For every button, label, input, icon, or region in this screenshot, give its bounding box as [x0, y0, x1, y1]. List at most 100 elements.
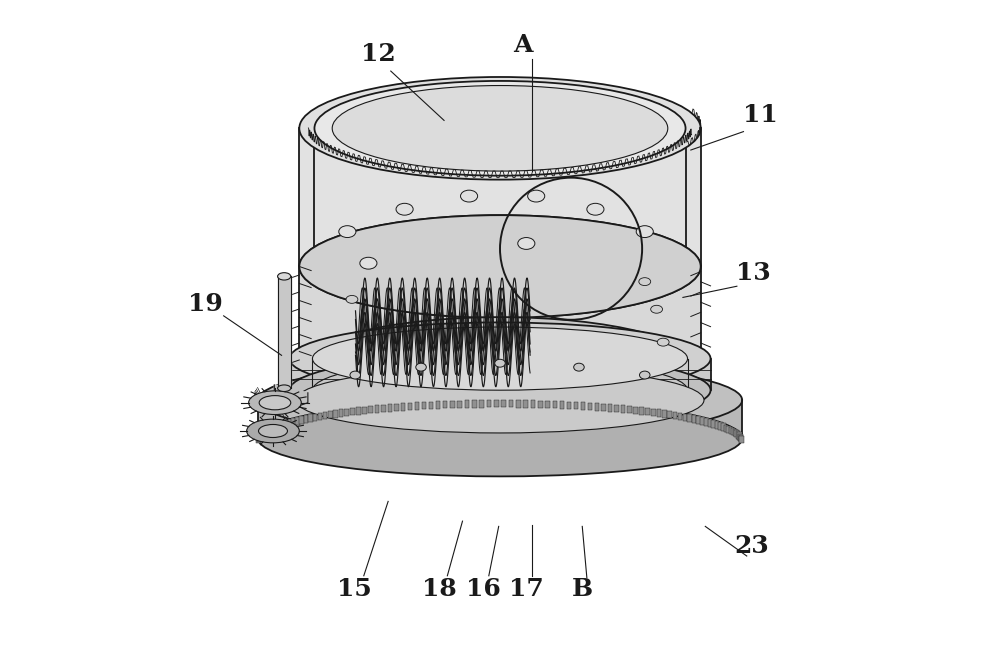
Ellipse shape [258, 400, 742, 476]
Polygon shape [368, 406, 373, 413]
Ellipse shape [278, 385, 291, 392]
Text: 17: 17 [509, 577, 544, 601]
Polygon shape [318, 413, 322, 420]
Polygon shape [333, 410, 338, 418]
Polygon shape [344, 409, 349, 416]
Polygon shape [704, 418, 709, 426]
Polygon shape [479, 400, 484, 407]
Polygon shape [700, 417, 705, 424]
Polygon shape [274, 385, 308, 415]
Ellipse shape [299, 317, 701, 420]
Polygon shape [639, 407, 644, 415]
Ellipse shape [299, 215, 701, 318]
Polygon shape [362, 407, 367, 414]
Polygon shape [415, 403, 419, 410]
Polygon shape [711, 420, 716, 428]
Text: 15: 15 [337, 577, 371, 601]
Polygon shape [608, 404, 612, 412]
Polygon shape [501, 400, 506, 407]
Polygon shape [553, 401, 557, 409]
Ellipse shape [296, 367, 704, 433]
Polygon shape [718, 422, 723, 430]
Polygon shape [304, 415, 308, 422]
Text: 11: 11 [743, 103, 777, 127]
Polygon shape [284, 420, 289, 428]
Polygon shape [633, 407, 638, 414]
Ellipse shape [289, 354, 711, 426]
Polygon shape [715, 421, 719, 429]
Polygon shape [356, 407, 361, 415]
Polygon shape [721, 424, 726, 431]
Polygon shape [601, 404, 606, 411]
Text: 19: 19 [188, 292, 223, 316]
Ellipse shape [346, 295, 358, 303]
Ellipse shape [495, 359, 505, 367]
Polygon shape [388, 404, 392, 412]
Polygon shape [683, 414, 687, 421]
Ellipse shape [518, 238, 535, 249]
Ellipse shape [339, 226, 356, 238]
Ellipse shape [312, 327, 688, 390]
Polygon shape [323, 412, 327, 419]
Polygon shape [394, 404, 399, 411]
Ellipse shape [350, 371, 361, 379]
Polygon shape [313, 414, 317, 421]
Polygon shape [263, 429, 267, 436]
Ellipse shape [278, 272, 291, 280]
Polygon shape [281, 421, 285, 429]
Ellipse shape [528, 190, 545, 202]
Polygon shape [457, 401, 462, 408]
Text: 23: 23 [734, 534, 769, 558]
Ellipse shape [639, 278, 651, 286]
Polygon shape [657, 409, 661, 417]
Ellipse shape [651, 305, 663, 313]
Polygon shape [257, 434, 262, 441]
Polygon shape [274, 424, 279, 431]
Polygon shape [595, 403, 599, 411]
Text: 16: 16 [466, 577, 501, 601]
Polygon shape [295, 417, 300, 424]
Polygon shape [299, 417, 304, 424]
Polygon shape [531, 401, 535, 408]
Polygon shape [692, 415, 696, 422]
Polygon shape [258, 432, 263, 440]
Polygon shape [260, 431, 264, 439]
Text: B: B [572, 577, 593, 601]
Ellipse shape [416, 363, 426, 371]
Polygon shape [429, 401, 433, 409]
Polygon shape [509, 400, 513, 407]
Polygon shape [375, 405, 379, 413]
Polygon shape [738, 434, 743, 441]
Ellipse shape [259, 424, 287, 438]
Polygon shape [731, 428, 735, 435]
Polygon shape [673, 412, 677, 419]
Ellipse shape [299, 215, 701, 318]
Polygon shape [560, 401, 564, 409]
Polygon shape [687, 415, 692, 422]
Text: 13: 13 [736, 261, 771, 285]
Polygon shape [288, 419, 292, 426]
Polygon shape [621, 405, 625, 413]
Polygon shape [272, 424, 276, 432]
Polygon shape [450, 401, 455, 408]
Polygon shape [574, 402, 578, 409]
Polygon shape [472, 400, 477, 408]
Ellipse shape [312, 359, 688, 422]
Polygon shape [257, 435, 261, 442]
Polygon shape [678, 413, 682, 420]
Polygon shape [733, 429, 737, 436]
Polygon shape [523, 400, 528, 408]
Ellipse shape [396, 203, 413, 215]
Ellipse shape [314, 219, 686, 314]
Polygon shape [516, 400, 521, 407]
Polygon shape [651, 409, 656, 416]
Polygon shape [267, 426, 271, 434]
FancyBboxPatch shape [289, 359, 711, 390]
Polygon shape [726, 426, 731, 433]
FancyBboxPatch shape [299, 128, 701, 266]
Ellipse shape [259, 395, 291, 410]
Ellipse shape [332, 86, 668, 171]
Polygon shape [381, 405, 386, 412]
Polygon shape [645, 408, 650, 415]
Ellipse shape [249, 391, 301, 415]
